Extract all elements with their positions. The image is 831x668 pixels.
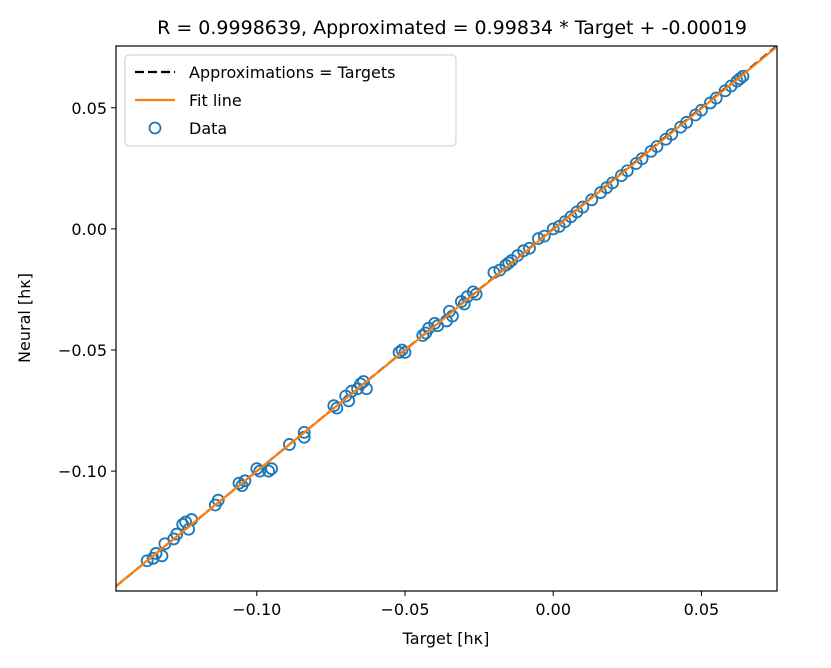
legend: Approximations = Targets Fit line Data (124, 54, 457, 147)
data-point (620, 164, 634, 178)
data-point (736, 69, 750, 83)
data-point (297, 425, 311, 439)
data-point (398, 346, 412, 359)
data-point (238, 474, 252, 488)
fit-line (116, 46, 777, 587)
y-tick-label: 0.00 (71, 220, 107, 239)
data-point (428, 316, 442, 330)
data-point (650, 140, 664, 153)
data-point (283, 438, 296, 451)
legend-fit-label: Fit line (189, 91, 242, 110)
data-point (345, 384, 359, 398)
legend-data-label: Data (189, 119, 227, 138)
data-point (262, 464, 276, 478)
data-point (265, 462, 279, 476)
data-point (360, 382, 373, 396)
data-point (680, 115, 693, 129)
data-point (232, 476, 246, 490)
y-tick-label: 0.05 (71, 99, 107, 118)
data-point (149, 547, 163, 560)
axis-ticks: −0.10 −0.05 0.00 0.05 −0.10 −0.05 0.00 0.05 (58, 99, 719, 619)
data-point (502, 256, 516, 270)
x-tick-label: −0.10 (232, 600, 281, 619)
data-point (140, 554, 154, 568)
x-axis-label: Target [hκ] (402, 629, 490, 648)
data-point (330, 401, 344, 415)
y-tick-label: −0.05 (58, 341, 107, 360)
y-axis-label: Neural [hκ] (15, 273, 34, 363)
legend-box (124, 54, 457, 147)
data-point (457, 297, 471, 311)
data-point (155, 549, 169, 563)
data-point (179, 515, 193, 529)
data-point (250, 462, 264, 476)
data-point (327, 399, 341, 413)
legend-data-marker (148, 121, 162, 135)
y-tick-label: −0.10 (58, 462, 107, 481)
data-point (695, 103, 708, 117)
data-point (537, 229, 551, 243)
plot-area (116, 46, 777, 588)
data-point (466, 285, 480, 299)
data-point (523, 241, 536, 255)
legend-identity-label: Approximations = Targets (189, 63, 395, 82)
data-point (531, 232, 545, 245)
data-point (635, 152, 649, 166)
plot-content (116, 46, 777, 588)
x-tick-label: 0.00 (535, 600, 571, 619)
chart-title: R = 0.9998639, Approximated = 0.99834 * … (157, 17, 747, 39)
data-point (392, 346, 406, 359)
data-point (395, 343, 409, 357)
data-point (357, 375, 370, 388)
data-point (665, 128, 679, 141)
data-point (211, 493, 225, 507)
data-point (517, 244, 530, 258)
data-point (606, 176, 619, 190)
data-point (469, 287, 483, 301)
data-point (253, 464, 267, 478)
data-point (170, 527, 184, 541)
data-point (576, 200, 590, 214)
data-point (733, 72, 747, 86)
x-tick-label: −0.05 (380, 600, 429, 619)
plot-frame (115, 45, 778, 592)
data-point (709, 91, 723, 105)
data-point (546, 222, 560, 236)
data-point (585, 193, 599, 207)
x-tick-label: 0.05 (684, 600, 720, 619)
